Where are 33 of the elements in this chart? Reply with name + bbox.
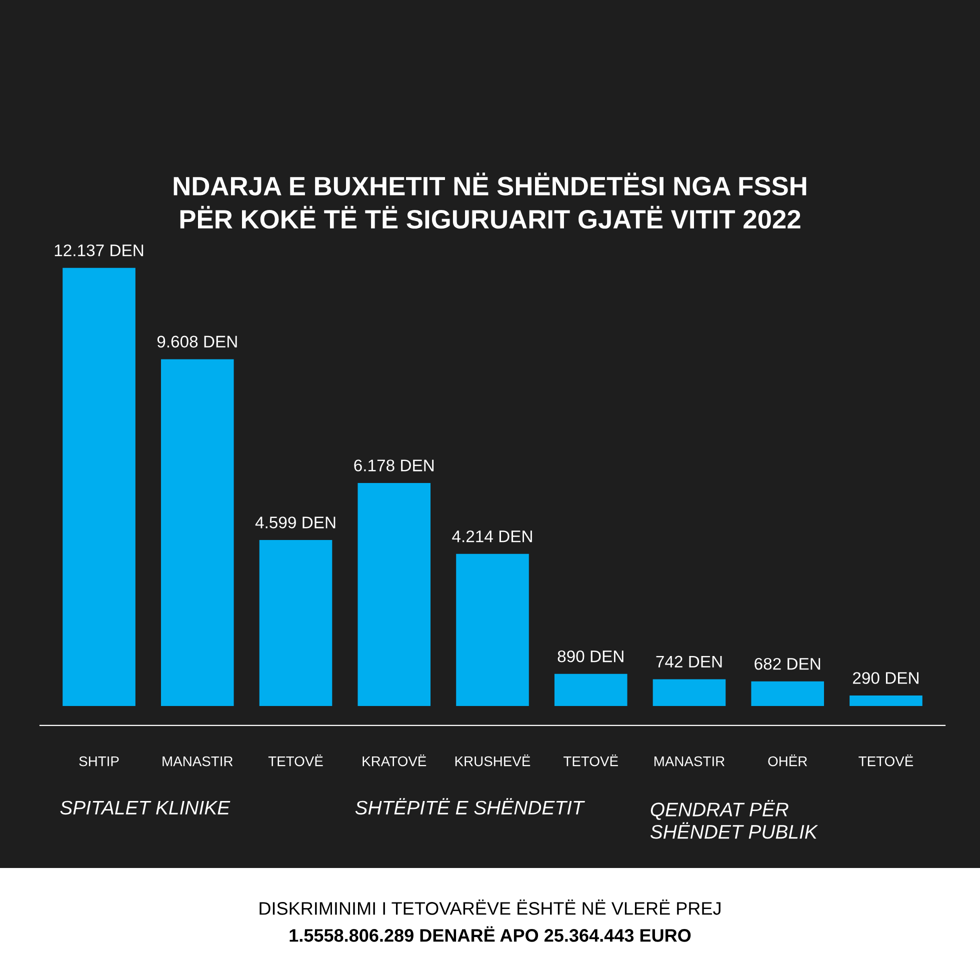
chart-title: NDARJA E BUXHETIT NË SHËNDETËSI NGA FSSH PËR KOKË TË TË SIGURUARIT GJATË VITIT 2022 xyxy=(174,172,806,229)
x-tick-label: TETOVË xyxy=(564,754,618,766)
text: 1.5558.806.289 DENARË APO 25.364.443 EURO xyxy=(290,926,691,942)
x-tick-label: OHËR xyxy=(768,754,808,766)
x-tick-label: TETOVË xyxy=(268,754,323,766)
bar xyxy=(751,681,824,706)
text: SHTËPITË E SHËNDETIT xyxy=(355,798,585,815)
data-label: 9.608 DEN xyxy=(157,336,237,348)
x-tick-label: SHTIP xyxy=(79,756,119,766)
bar xyxy=(160,359,234,706)
data-label: 742 DEN xyxy=(656,656,722,668)
bar xyxy=(850,696,922,706)
text: QENDRAT PËR SHËNDET PUBLIK xyxy=(650,800,818,839)
x-tick-label: TETOVË xyxy=(858,754,914,766)
data-label: 12.137 DEN xyxy=(54,244,144,256)
data-label: 6.178 DEN xyxy=(354,460,434,472)
data-label: 290 DEN xyxy=(853,672,918,684)
data-label: 682 DEN xyxy=(754,658,820,670)
x-tick-label: KRATOVË xyxy=(362,754,426,766)
text: SPITALET KLINIKE xyxy=(60,800,230,815)
bar xyxy=(259,540,332,706)
x-tick-label: MANASTIR xyxy=(162,756,233,766)
x-tick-label: KRUSHEVË xyxy=(455,754,530,766)
data-label: 890 DEN xyxy=(558,650,624,662)
x-tick-label: MANASTIR xyxy=(654,756,724,766)
bar xyxy=(652,679,726,706)
bar xyxy=(456,554,529,706)
text: DISKRIMINIMI I TETOVARËVE ËSHTË NË VLERË PREJ xyxy=(260,900,720,915)
data-label: 4.214 DEN xyxy=(452,530,532,542)
bar xyxy=(62,268,136,706)
bar xyxy=(358,483,431,706)
data-label: 4.599 DEN xyxy=(255,516,336,528)
bar xyxy=(554,674,628,706)
